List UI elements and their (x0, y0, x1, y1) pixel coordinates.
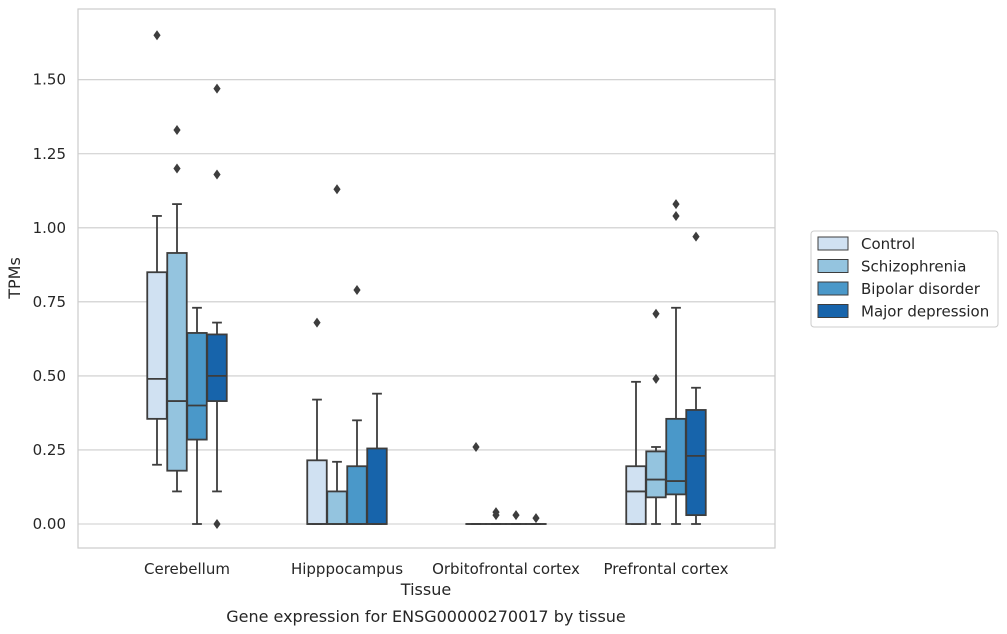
box-2-3 (665, 199, 687, 525)
outlier-marker (472, 441, 480, 452)
box-2-2 (505, 510, 527, 525)
outlier-marker (672, 210, 680, 221)
y-tick-label: 0.00 (33, 515, 66, 533)
outlier-marker (532, 513, 540, 524)
y-tick-label: 0.75 (33, 293, 66, 311)
outlier-marker (512, 510, 520, 521)
box-iqr (186, 332, 208, 441)
box-0-2 (465, 441, 487, 525)
box-iqr (166, 252, 188, 472)
box-0-0 (146, 30, 168, 466)
box-iqr (665, 417, 687, 496)
x-axis-label: Tissue (400, 580, 451, 599)
box-iqr (625, 465, 647, 525)
x-tick-label: Prefrontal cortex (604, 560, 729, 578)
box-0-1 (306, 317, 328, 525)
outlier-marker (672, 199, 680, 210)
outlier-marker (652, 373, 660, 384)
y-tick-label: 1.25 (33, 145, 66, 163)
legend-label: Schizophrenia (861, 258, 966, 276)
plot-frame (77, 8, 776, 549)
y-tick-label: 0.25 (33, 441, 66, 459)
box-iqr (346, 465, 368, 525)
x-tick-label: Cerebellum (144, 560, 230, 578)
outlier-marker (213, 519, 221, 529)
x-tick-label: Hipppocampus (291, 560, 403, 578)
box-1-1 (326, 184, 348, 525)
box-iqr (366, 447, 388, 525)
box-iqr (206, 333, 228, 402)
outlier-marker (213, 169, 221, 180)
x-tick-label: Orbitofrontal cortex (432, 560, 580, 578)
box-0-3 (625, 380, 647, 525)
outlier-marker (173, 163, 181, 174)
y-tick-label: 1.50 (33, 71, 66, 89)
box-1-2 (485, 507, 507, 525)
box-3-0 (206, 83, 228, 529)
legend-swatch (817, 304, 849, 318)
legend: Control Schizophrenia Bipolar disorder Majo… (810, 230, 999, 328)
box-iqr (146, 271, 168, 420)
outlier-marker (692, 231, 700, 242)
legend-swatch (817, 259, 849, 273)
box-1-0 (166, 125, 188, 493)
outlier-marker (313, 317, 321, 328)
outlier-marker (333, 184, 341, 195)
legend-swatch (817, 281, 849, 296)
legend-label: Bipolar disorder (861, 280, 981, 298)
y-tick-labels: 0.00 0.25 0.50 0.75 1.00 1.25 1.50 (33, 71, 66, 533)
box-3-1 (366, 392, 388, 525)
box-3-2 (525, 513, 547, 525)
outlier-marker (353, 285, 361, 296)
outlier-marker (213, 83, 221, 94)
box-iqr (645, 450, 667, 499)
box-iqr (685, 409, 707, 517)
y-tick-label: 0.50 (33, 367, 66, 385)
box-iqr (326, 490, 348, 525)
outlier-marker (492, 510, 500, 521)
outlier-marker (173, 125, 181, 136)
box-1-3 (645, 308, 667, 525)
y-axis-label: TPMs (5, 257, 24, 300)
legend-swatch (817, 236, 849, 251)
boxes-layer (146, 30, 707, 529)
box-iqr (306, 459, 328, 525)
legend-label: Major depression (861, 303, 989, 321)
box-2-0 (186, 306, 208, 525)
legend-label: Control (861, 235, 915, 253)
box-2-1 (346, 285, 368, 525)
outlier-marker (153, 30, 161, 41)
box-3-3 (685, 231, 707, 525)
chart-caption: Gene expression for ENSG00000270017 by t… (226, 607, 626, 626)
x-tick-labels: Cerebellum Hipppocampus Orbitofrontal cort… (144, 560, 729, 578)
legend-frame (810, 230, 999, 328)
outlier-marker (652, 308, 660, 319)
y-tick-label: 1.00 (33, 219, 66, 237)
